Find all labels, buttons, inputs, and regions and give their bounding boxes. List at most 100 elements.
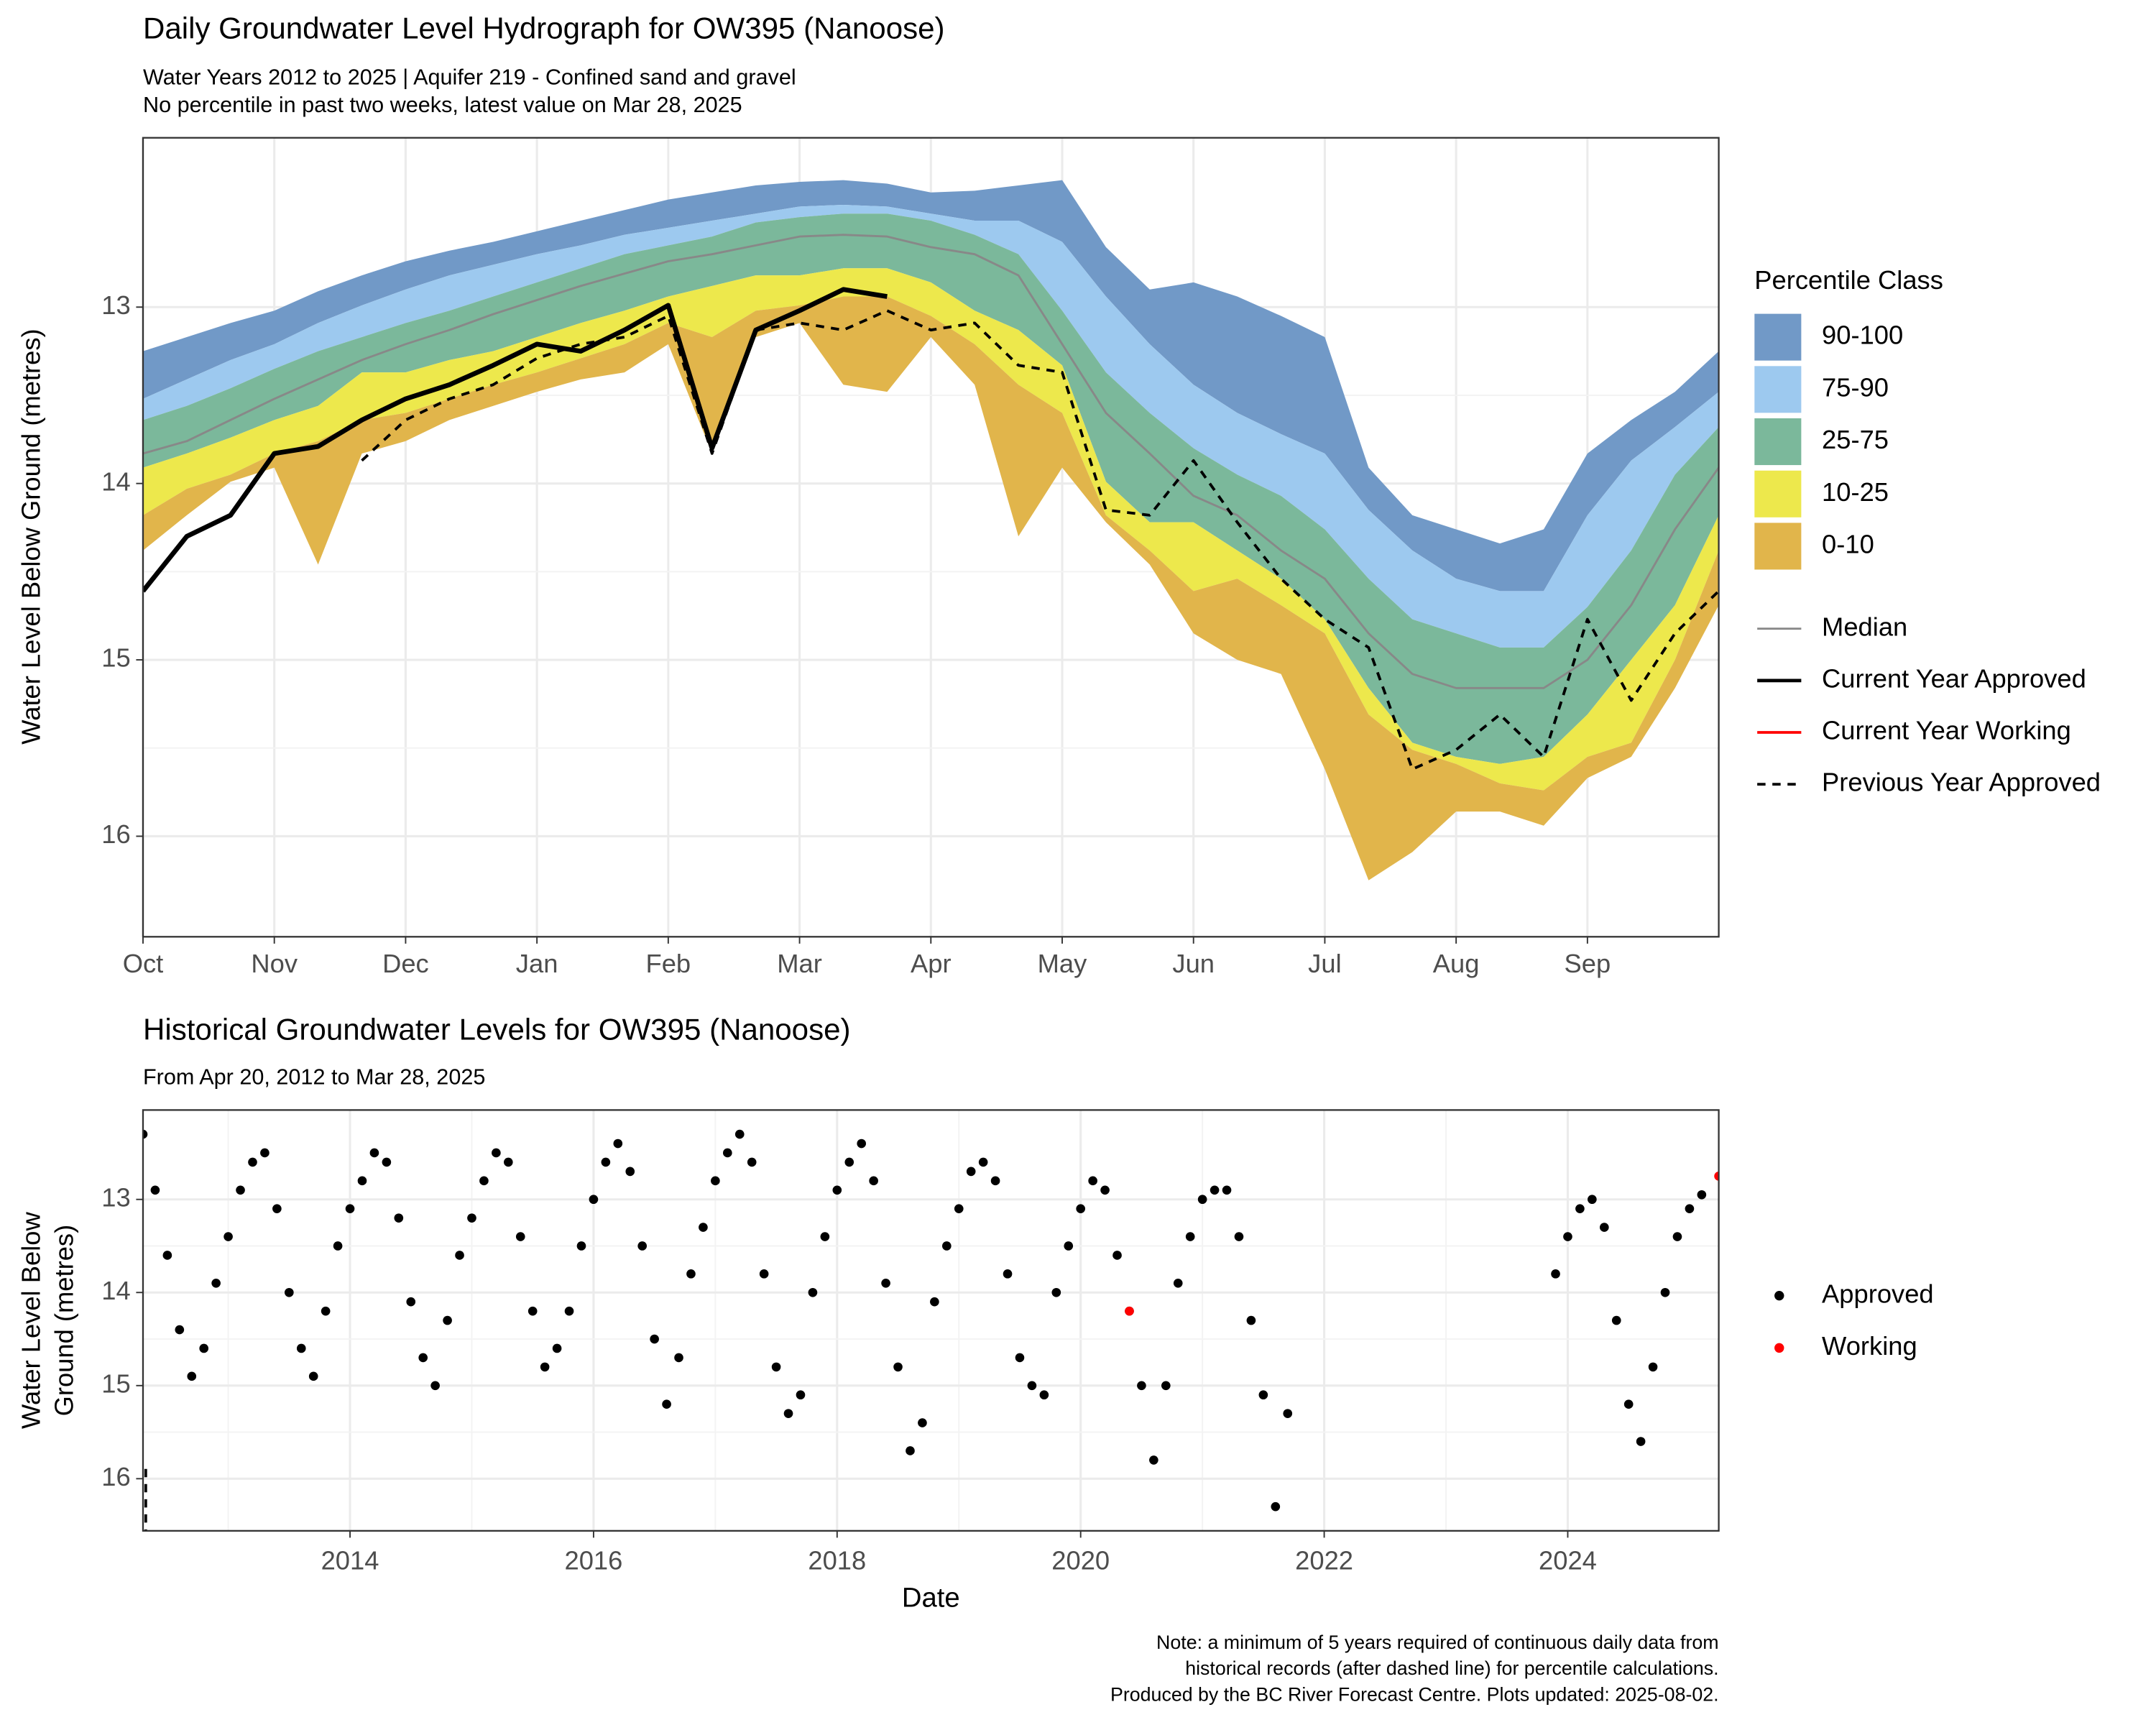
data-point <box>492 1148 501 1158</box>
data-point <box>308 1371 318 1381</box>
y-axis-label: Water Level Below Ground (metres) <box>17 328 46 744</box>
data-point <box>162 1251 172 1260</box>
data-point <box>357 1176 367 1186</box>
legend-swatch <box>1754 470 1802 518</box>
data-point <box>1685 1204 1695 1213</box>
data-point <box>187 1371 197 1381</box>
legend-label: Current Year Working <box>1822 716 2071 745</box>
data-point <box>236 1185 245 1195</box>
data-point <box>467 1213 476 1223</box>
data-point <box>564 1306 574 1316</box>
data-point <box>1246 1315 1256 1325</box>
x-tick-label: Sep <box>1565 949 1611 978</box>
note: historical records (after dashed line) f… <box>1185 1657 1718 1679</box>
data-point <box>589 1195 599 1205</box>
data-point <box>783 1409 793 1418</box>
data-point <box>552 1343 562 1353</box>
legend-label: Current Year Approved <box>1822 663 2086 693</box>
data-point <box>650 1334 659 1344</box>
data-point <box>1185 1232 1195 1241</box>
data-point <box>1039 1390 1049 1400</box>
data-point <box>394 1213 404 1223</box>
chart-subtitle: No percentile in past two weeks, latest … <box>143 93 742 117</box>
data-point <box>1672 1232 1682 1241</box>
data-point <box>150 1185 160 1195</box>
data-point <box>248 1157 257 1167</box>
data-point <box>1210 1185 1220 1195</box>
data-point <box>443 1315 452 1325</box>
chart-subtitle: Water Years 2012 to 2025 | Aquifer 219 -… <box>143 65 796 90</box>
data-point <box>1088 1176 1097 1186</box>
data-point <box>1064 1241 1074 1251</box>
data-point <box>796 1390 806 1400</box>
data-point <box>260 1148 270 1158</box>
data-point <box>1125 1306 1134 1316</box>
data-point <box>1271 1501 1281 1512</box>
plot-frame <box>142 1109 1720 1532</box>
data-point <box>1137 1381 1146 1391</box>
legend-swatch <box>1754 313 1802 361</box>
x-tick-label: Jan <box>516 949 558 978</box>
y-tick-label: 13 <box>101 1182 130 1212</box>
x-tick-label: Feb <box>646 949 691 978</box>
legend-label: Median <box>1822 612 1907 641</box>
data-point <box>674 1353 683 1363</box>
data-point <box>662 1399 671 1409</box>
data-point <box>503 1157 513 1167</box>
data-point <box>771 1362 781 1372</box>
data-point <box>844 1157 854 1167</box>
legend-label: Working <box>1822 1331 1917 1361</box>
y-tick-label: 16 <box>101 819 130 849</box>
note: Note: a minimum of 5 years required of c… <box>1156 1632 1719 1653</box>
data-point <box>869 1176 878 1186</box>
x-tick-label: Jun <box>1172 949 1215 978</box>
data-point <box>966 1167 976 1177</box>
data-point <box>1161 1381 1171 1391</box>
legend-marker <box>1774 1290 1784 1301</box>
data-point <box>1714 1172 1719 1181</box>
percentile-band <box>142 213 1719 764</box>
data-point <box>1234 1232 1244 1241</box>
data-point <box>613 1138 623 1149</box>
data-point <box>906 1446 915 1455</box>
x-tick-label: Dec <box>382 949 429 978</box>
percentile-band <box>142 204 1719 648</box>
data-point <box>321 1306 331 1316</box>
legend-label: Previous Year Approved <box>1822 768 2101 797</box>
data-point <box>978 1157 988 1167</box>
plot-frame <box>142 137 1720 938</box>
x-tick-label: Jul <box>1308 949 1341 978</box>
data-point <box>345 1204 355 1213</box>
data-point <box>747 1157 757 1167</box>
data-point <box>455 1251 464 1260</box>
data-point <box>711 1176 720 1186</box>
data-point <box>930 1297 939 1307</box>
data-point <box>272 1204 282 1213</box>
data-point <box>296 1343 306 1353</box>
data-point <box>1623 1399 1634 1409</box>
y-tick-label: 15 <box>101 1368 130 1398</box>
y-tick-label: 13 <box>101 290 130 320</box>
legend-title: Percentile Class <box>1754 265 1943 295</box>
data-point <box>1551 1269 1560 1279</box>
data-point <box>601 1157 611 1167</box>
data-point <box>1258 1390 1268 1400</box>
y-tick-label: 16 <box>101 1462 130 1491</box>
legend-label: 0-10 <box>1822 530 1874 559</box>
data-point <box>1100 1185 1110 1195</box>
data-point <box>1588 1195 1597 1205</box>
data-point <box>1599 1223 1609 1232</box>
data-point <box>1149 1455 1158 1465</box>
data-point <box>1197 1195 1207 1205</box>
series-line <box>361 309 1719 771</box>
data-point <box>142 1129 148 1139</box>
data-point <box>699 1223 708 1232</box>
x-tick-label: Oct <box>123 949 164 978</box>
data-point <box>1051 1287 1061 1297</box>
data-point <box>954 1204 964 1213</box>
x-tick-label: Aug <box>1433 949 1480 978</box>
legend-swatch <box>1754 366 1802 413</box>
data-point <box>224 1232 233 1241</box>
data-point <box>528 1306 538 1316</box>
